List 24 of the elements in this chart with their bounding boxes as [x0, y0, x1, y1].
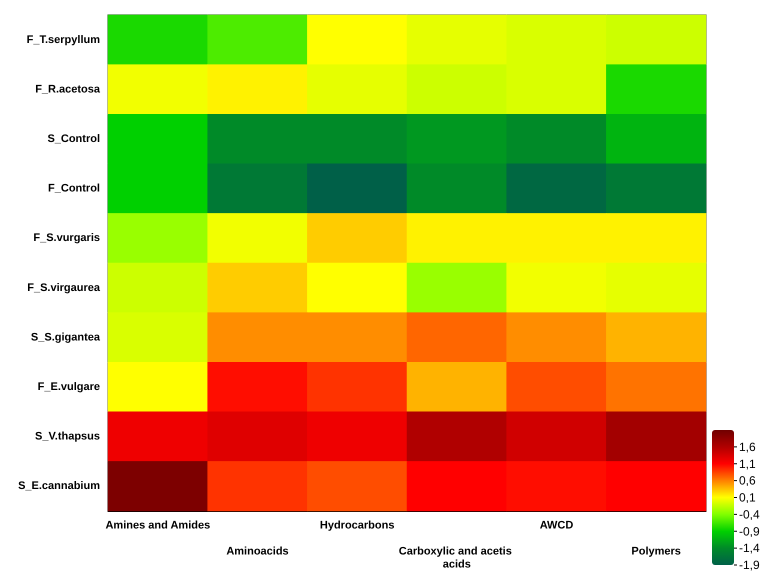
x-tick-label: Polymers	[631, 546, 681, 558]
color-bar-label: 1,6	[739, 440, 756, 454]
x-tick-label: AWCD	[540, 520, 574, 532]
x-tick-label: Carboxylic and acetis acids	[398, 546, 515, 570]
y-tick-label: S_Control	[47, 133, 100, 145]
y-tick-label: F_Control	[48, 182, 100, 195]
color-bar-label: 1,1	[739, 456, 756, 471]
y-tick-label: F_T.serpyllum	[26, 34, 100, 46]
y-tick-label: F_E.vulgare	[38, 381, 100, 393]
y-tick-label: S_E.cannabium	[18, 480, 100, 492]
y-tick-label: F_S.vurgaris	[33, 232, 100, 244]
x-tick-label: Aminoacids	[226, 546, 289, 558]
y-tick-label: F_S.virgaurea	[27, 282, 101, 294]
color-bar-label: 0,6	[739, 474, 756, 488]
x-tick-label: Hydrocarbons	[320, 520, 394, 532]
y-tick-label: F_R.acetosa	[35, 83, 101, 96]
x-tick-label: Amines and Amides	[105, 520, 210, 532]
color-bar-label: -1,4	[739, 541, 760, 556]
color-bar-label: 0,1	[739, 490, 756, 504]
color-bar-label: -0,4	[739, 507, 760, 522]
color-bar-label: -1,9	[739, 558, 760, 572]
y-tick-label: S_S.gigantea	[30, 331, 101, 344]
color-bar-label: -0,9	[739, 524, 760, 538]
y-tick-label: S_V.thapsus	[34, 430, 100, 443]
